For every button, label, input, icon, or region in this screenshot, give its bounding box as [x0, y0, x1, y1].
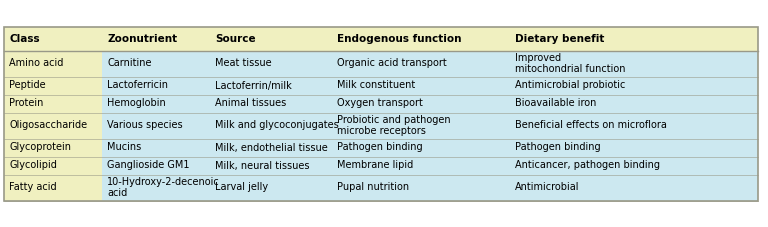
- Text: Organic acid transport: Organic acid transport: [337, 59, 447, 69]
- Text: Anticancer, pathogen binding: Anticancer, pathogen binding: [515, 160, 660, 170]
- Bar: [4, 50, 758, 76]
- Text: Various species: Various species: [107, 121, 183, 131]
- Text: Milk, neural tissues: Milk, neural tissues: [215, 160, 310, 170]
- Text: Antimicrobial probiotic: Antimicrobial probiotic: [515, 81, 625, 91]
- Bar: [4, 175, 102, 200]
- Text: Probiotic and pathogen
microbe receptors: Probiotic and pathogen microbe receptors: [337, 115, 451, 136]
- Text: 10-Hydroxy-2-decenoic
acid: 10-Hydroxy-2-decenoic acid: [107, 177, 220, 198]
- Text: Endogenous function: Endogenous function: [337, 34, 462, 44]
- Text: Milk constituent: Milk constituent: [337, 81, 415, 91]
- Bar: [4, 113, 758, 138]
- Text: Glycoprotein: Glycoprotein: [9, 143, 71, 153]
- Text: Milk, endothelial tissue: Milk, endothelial tissue: [215, 143, 328, 153]
- Text: Mucins: Mucins: [107, 143, 141, 153]
- Text: Dietary benefit: Dietary benefit: [515, 34, 604, 44]
- Text: Oligosaccharide: Oligosaccharide: [9, 121, 87, 131]
- Bar: [4, 113, 102, 138]
- Text: Hemoglobin: Hemoglobin: [107, 99, 166, 109]
- Text: Antimicrobial: Antimicrobial: [515, 183, 580, 192]
- Text: Improved
mitochondrial function: Improved mitochondrial function: [515, 53, 625, 74]
- Text: Animal tissues: Animal tissues: [215, 99, 286, 109]
- Text: Pupal nutrition: Pupal nutrition: [337, 183, 409, 192]
- Text: Ganglioside GM1: Ganglioside GM1: [107, 160, 190, 170]
- Text: Membrane lipid: Membrane lipid: [337, 160, 413, 170]
- Text: Glycolipid: Glycolipid: [9, 160, 57, 170]
- Text: Lactoferricin: Lactoferricin: [107, 81, 168, 91]
- Bar: [4, 138, 102, 156]
- Text: Amino acid: Amino acid: [9, 59, 64, 69]
- Bar: [4, 138, 758, 156]
- Text: Milk and glycoconjugates: Milk and glycoconjugates: [215, 121, 339, 131]
- Bar: [4, 27, 758, 50]
- Bar: [4, 94, 102, 113]
- Bar: [4, 27, 758, 200]
- Text: Fatty acid: Fatty acid: [9, 183, 57, 192]
- Text: Lactoferrin/milk: Lactoferrin/milk: [215, 81, 292, 91]
- Bar: [4, 175, 758, 200]
- Bar: [4, 94, 758, 113]
- Bar: [4, 156, 102, 175]
- Text: Peptide: Peptide: [9, 81, 45, 91]
- Text: Source: Source: [215, 34, 256, 44]
- Bar: [4, 76, 758, 94]
- Text: Pathogen binding: Pathogen binding: [337, 143, 422, 153]
- Bar: [4, 156, 758, 175]
- Text: Larval jelly: Larval jelly: [215, 183, 268, 192]
- Text: Bioavailable iron: Bioavailable iron: [515, 99, 597, 109]
- Bar: [4, 50, 102, 76]
- Text: Meat tissue: Meat tissue: [215, 59, 272, 69]
- Text: Zoonutrient: Zoonutrient: [107, 34, 177, 44]
- Text: Protein: Protein: [9, 99, 43, 109]
- Bar: [4, 76, 102, 94]
- Text: Beneficial effects on microflora: Beneficial effects on microflora: [515, 121, 667, 131]
- Text: Class: Class: [9, 34, 40, 44]
- Text: Carnitine: Carnitine: [107, 59, 151, 69]
- Text: Oxygen transport: Oxygen transport: [337, 99, 423, 109]
- Text: Pathogen binding: Pathogen binding: [515, 143, 601, 153]
